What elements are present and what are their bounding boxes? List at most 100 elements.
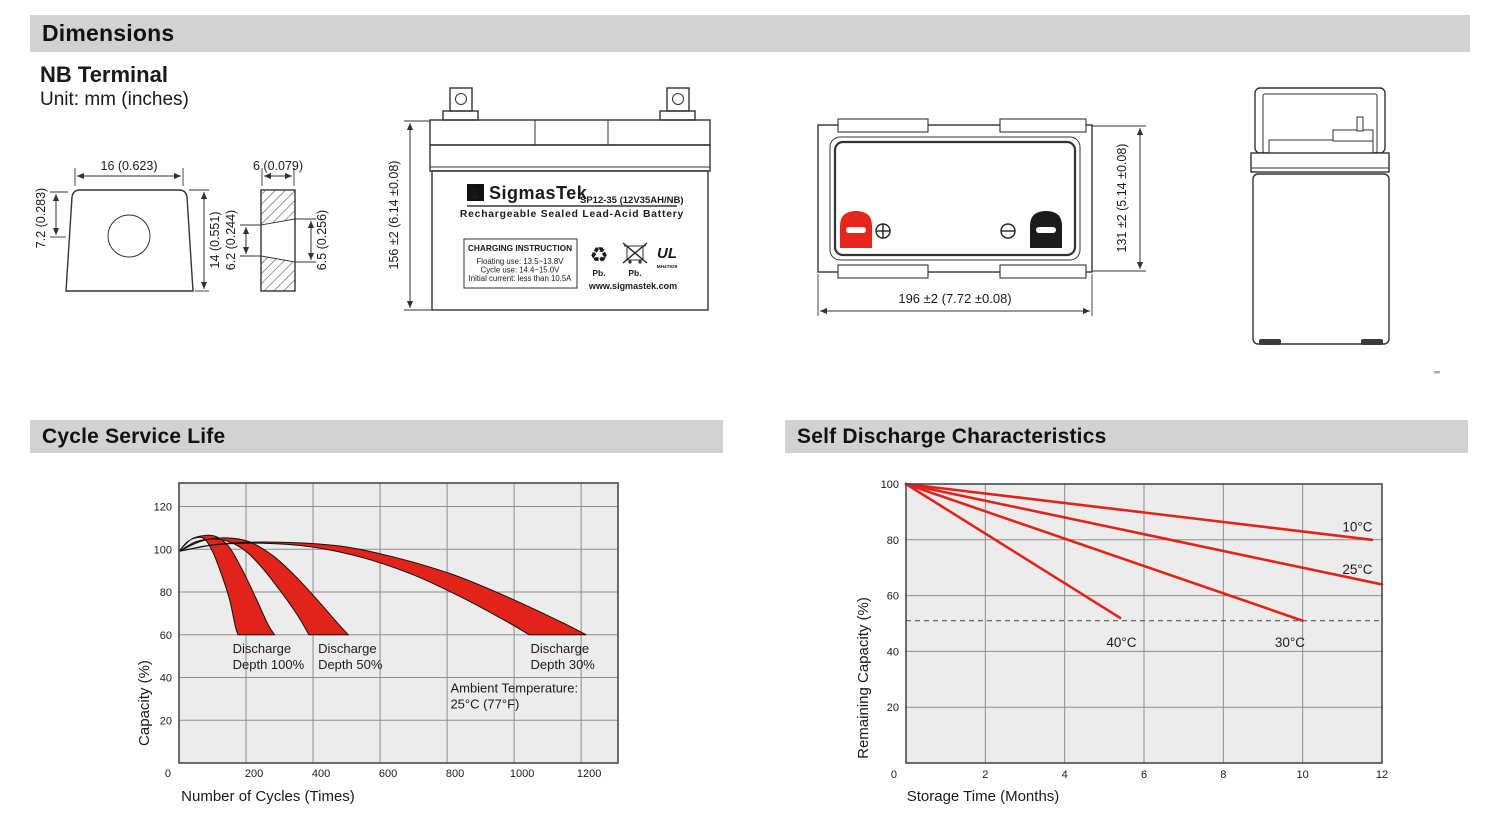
- unit-note: Unit: mm (inches): [40, 89, 189, 110]
- ytick-label: 20: [160, 715, 172, 727]
- battery-body: [431, 170, 709, 311]
- battery-top-drawing: 131 ±2 (5.14 ±0.08) 196 ±2 (7.72 ±0.08): [817, 118, 1146, 316]
- series-line-25°C: [904, 482, 1384, 586]
- cycle-service-life-chart: 20 40 60 80 100 120 200 400 600 800 1000 1200 0 Numbe…: [136, 482, 619, 805]
- dim-terminal-hole-offset: 7.2 (0.283): [34, 188, 48, 248]
- origin-label: 0: [165, 768, 171, 780]
- ytick-label: 80: [887, 535, 899, 547]
- plus-symbol-icon: [875, 223, 891, 239]
- series-label-40°C: 40°C: [1106, 635, 1136, 650]
- chart-annotation: Depth 50%: [318, 657, 383, 672]
- sigma-glyph: Σ: [472, 186, 480, 201]
- plot-frame: [178, 482, 619, 764]
- chart-annotation: Discharge: [531, 641, 590, 656]
- self-discharge-title: Self Discharge Characteristics: [797, 424, 1107, 448]
- y-axis-label: Capacity (%): [136, 660, 153, 746]
- band-discharge-depth-100-: [178, 534, 276, 636]
- charging-line-3: Initial current: less than 10.5A: [469, 274, 573, 283]
- charging-instruction-box: [463, 238, 578, 289]
- dim-terminal-width: 16 (0.623): [101, 159, 158, 173]
- hatch-bottom: [260, 255, 296, 292]
- plot-frame: [905, 483, 1383, 764]
- xtick-label: 800: [446, 768, 464, 780]
- website: www.sigmastek.com: [588, 281, 677, 291]
- stray-mark: [1434, 371, 1440, 374]
- brand-name: SigmasTek: [489, 183, 588, 203]
- dimensions-title: Dimensions: [42, 20, 175, 46]
- ytick-label: 20: [887, 702, 899, 714]
- dim-battery-depth: 131 ±2 (5.14 ±0.08): [1115, 144, 1129, 253]
- side-terminal-pin: [1356, 116, 1364, 132]
- pb-bin-label: Pb.: [628, 268, 641, 278]
- series-label-10°C: 10°C: [1342, 519, 1372, 534]
- dim-battery-width: 196 ±2 (7.72 ±0.08): [898, 291, 1011, 306]
- origin-label: 0: [891, 769, 897, 781]
- ul-mark-icon: UL: [657, 245, 677, 262]
- battery-lid: [429, 119, 711, 146]
- x-axis-label: Number of Cycles (Times): [181, 788, 355, 805]
- xtick-label: 400: [312, 768, 330, 780]
- xtick-label: 6: [1141, 769, 1147, 781]
- battery-side-drawing: [1250, 87, 1390, 345]
- terminal-front-outline: [65, 189, 194, 292]
- ytick-label: 80: [160, 587, 172, 599]
- series-line-30°C: [904, 482, 1304, 623]
- dim-terminal-height: 14 (0.551): [208, 212, 222, 269]
- dim-terminal-side-width: 6 (0.079): [253, 159, 303, 173]
- cycle-service-life-header: Cycle Service Life: [30, 420, 723, 453]
- charging-line-1: Floating use: 13.5~13.8V: [477, 257, 565, 266]
- ul-code: MH47929: [657, 264, 678, 270]
- xtick-label: 2: [982, 769, 988, 781]
- chart-annotation: Depth 100%: [233, 657, 305, 672]
- battery-label: Σ SigmasTek SP12-35 (12V35AH/NB) Recharg…: [460, 183, 684, 291]
- cycle-service-life-title: Cycle Service Life: [42, 424, 226, 448]
- band-discharge-depth-30-: [178, 541, 587, 636]
- self-discharge-header: Self Discharge Characteristics: [785, 420, 1468, 453]
- xtick-label: 4: [1062, 769, 1068, 781]
- ytick-label: 60: [160, 630, 172, 642]
- chart-annotation: Discharge: [233, 641, 292, 656]
- series-line-40°C: [904, 482, 1122, 620]
- terminal-front-drawing: 16 (0.623) 7.2 (0.283) 14 (0.551): [34, 159, 222, 292]
- xtick-label: 10: [1297, 769, 1309, 781]
- xtick-label: 200: [245, 768, 263, 780]
- chart-annotation: Ambient Temperature:: [450, 681, 578, 696]
- xtick-label: 1200: [577, 768, 601, 780]
- battery-type-line: Rechargeable Sealed Lead-Acid Battery: [460, 209, 684, 220]
- xtick-label: 12: [1376, 769, 1388, 781]
- xtick-label: 8: [1220, 769, 1226, 781]
- ytick-label: 40: [160, 673, 172, 685]
- battery-front-drawing: 156 ±2 (6.14 ±0.08) Σ SigmasTek SP12-35 …: [387, 87, 711, 311]
- hatch-top: [260, 189, 296, 226]
- x-axis-label: Storage Time (Months): [907, 788, 1060, 805]
- series-label-30°C: 30°C: [1275, 635, 1305, 650]
- charging-line-2: Cycle use: 14.4~15.0V: [481, 266, 560, 275]
- model-number: SP12-35 (12V35AH/NB): [580, 195, 684, 206]
- terminal-side-drawing: 6 (0.079) 6.2 (0.244) 6.5 (0.256): [224, 159, 329, 292]
- ytick-label: 100: [154, 544, 172, 556]
- crossed-bin-icon: [622, 242, 648, 264]
- dim-groove-left: 6.2 (0.244): [224, 210, 238, 270]
- terminal-hole: [107, 214, 151, 258]
- band-discharge-depth-50-: [178, 537, 350, 636]
- xtick-label: 1000: [510, 768, 534, 780]
- dimensions-section-header: Dimensions: [30, 15, 1470, 52]
- ytick-label: 120: [154, 502, 172, 514]
- chart-annotation: Discharge: [318, 641, 377, 656]
- series-line-10°C: [904, 482, 1374, 542]
- xtick-label: 600: [379, 768, 397, 780]
- dim-groove-right: 6.5 (0.256): [315, 210, 329, 270]
- chart-annotation: 25°C (77°F): [450, 697, 519, 712]
- dimension-drawings: 16 (0.623) 7.2 (0.283) 14 (0.551) 6 (0.0…: [34, 87, 1440, 374]
- charging-title: CHARGING INSTRUCTION: [468, 243, 572, 253]
- series-label-25°C: 25°C: [1342, 562, 1372, 577]
- recycle-icon: ♻: [590, 244, 609, 267]
- self-discharge-chart: 10°C 25°C 30°C 40°C 20 40 60 80 100 2 4 6 8 10 12 0 Stor…: [855, 479, 1388, 805]
- y-axis-label: Remaining Capacity (%): [855, 597, 872, 759]
- dim-battery-height: 156 ±2 (6.14 ±0.08): [387, 161, 401, 270]
- chart-annotation: Depth 30%: [531, 657, 596, 672]
- ytick-label: 60: [887, 591, 899, 603]
- pb-recycle-label: Pb.: [592, 268, 605, 278]
- minus-symbol-icon: [1000, 223, 1016, 239]
